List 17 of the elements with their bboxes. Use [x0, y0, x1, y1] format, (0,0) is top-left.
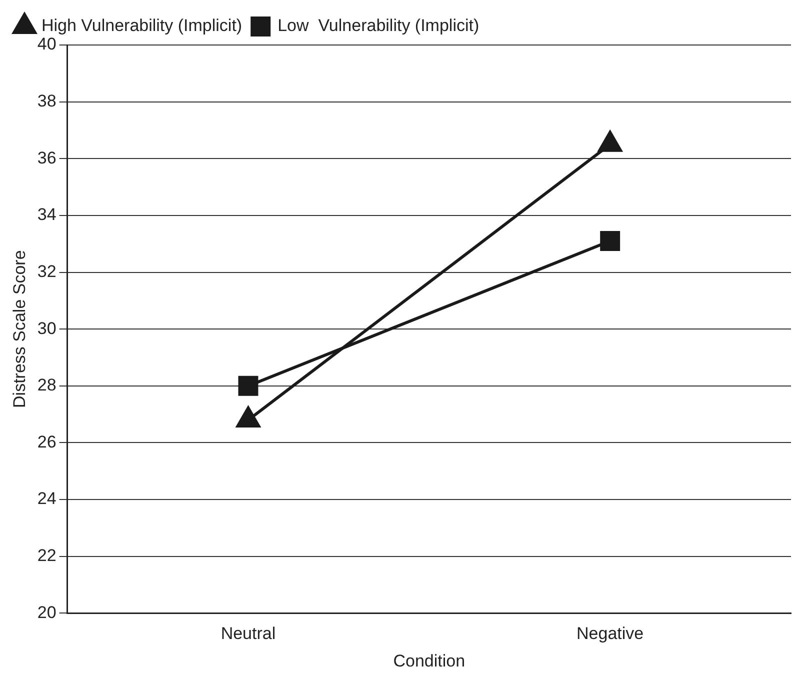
- legend-label: Low Vulnerability (Implicit): [278, 16, 480, 36]
- x-tick-label: Negative: [576, 624, 644, 644]
- x-tick-label: Neutral: [220, 624, 276, 644]
- legend-label: High Vulnerability (Implicit): [42, 16, 242, 36]
- y-tick-label: 34: [37, 205, 56, 224]
- x-axis-title: Condition: [393, 651, 466, 670]
- y-tick-label: 40: [37, 34, 56, 54]
- y-tick-label: 24: [37, 489, 56, 508]
- y-tick-label: 20: [37, 602, 56, 622]
- y-axis-title: Distress Scale Score: [10, 250, 29, 408]
- y-tick-label: 26: [37, 432, 56, 452]
- y-tick-label: 36: [37, 148, 56, 168]
- y-tick-label: 32: [37, 262, 56, 281]
- y-tick-label: 38: [37, 92, 56, 111]
- y-tick-label: 30: [37, 318, 56, 338]
- y-tick-label: 28: [37, 376, 56, 395]
- y-tick-label: 22: [37, 546, 56, 566]
